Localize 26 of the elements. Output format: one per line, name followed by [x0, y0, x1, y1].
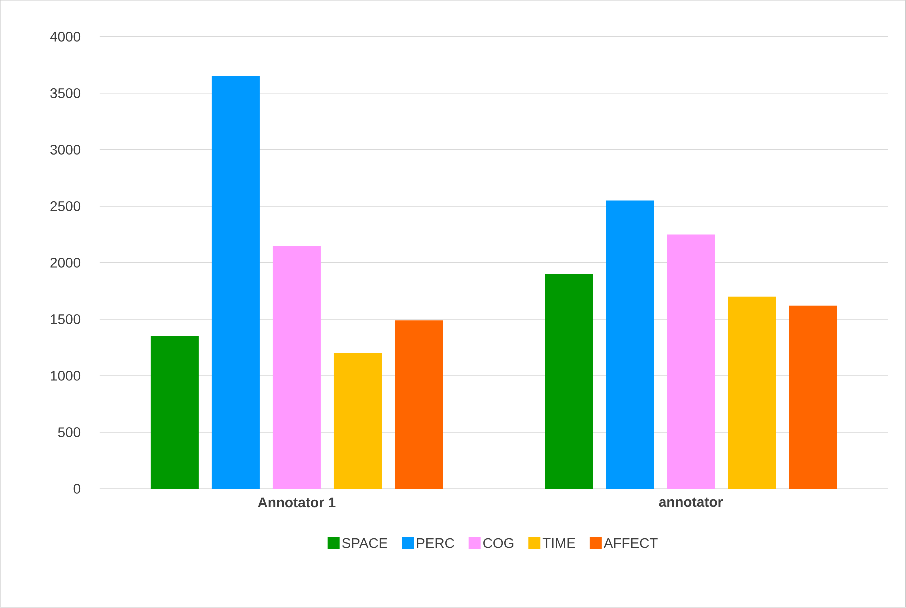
bar	[667, 234, 716, 490]
y-tick-label: 4000	[50, 32, 81, 42]
bar	[212, 76, 260, 490]
bar	[395, 320, 444, 490]
y-tick-label: 500	[58, 428, 81, 438]
y-tick-label: 1000	[51, 371, 81, 381]
y-tick-label: 3500	[50, 88, 81, 98]
legend-label: SPACE	[342, 538, 388, 548]
legend-label: TIME	[542, 538, 576, 548]
y-tick-label: 2000	[50, 258, 81, 268]
x-tick-label: Annotator 1	[258, 498, 336, 508]
bar	[272, 246, 321, 490]
y-tick-label: 1500	[51, 314, 81, 324]
bar	[728, 296, 776, 490]
y-tick-label: 2500	[50, 202, 81, 212]
bar	[334, 353, 382, 490]
legend-label: AFFECT	[604, 538, 658, 548]
bar	[545, 274, 594, 490]
bar	[150, 336, 199, 490]
y-tick-label: 0	[74, 484, 81, 494]
x-tick-label: annotator	[659, 498, 724, 508]
legend-label: PERC	[417, 538, 454, 548]
y-tick-label: 3000	[50, 145, 81, 155]
bar	[789, 306, 838, 490]
bar	[606, 200, 654, 490]
legend-label: COG	[484, 538, 514, 548]
